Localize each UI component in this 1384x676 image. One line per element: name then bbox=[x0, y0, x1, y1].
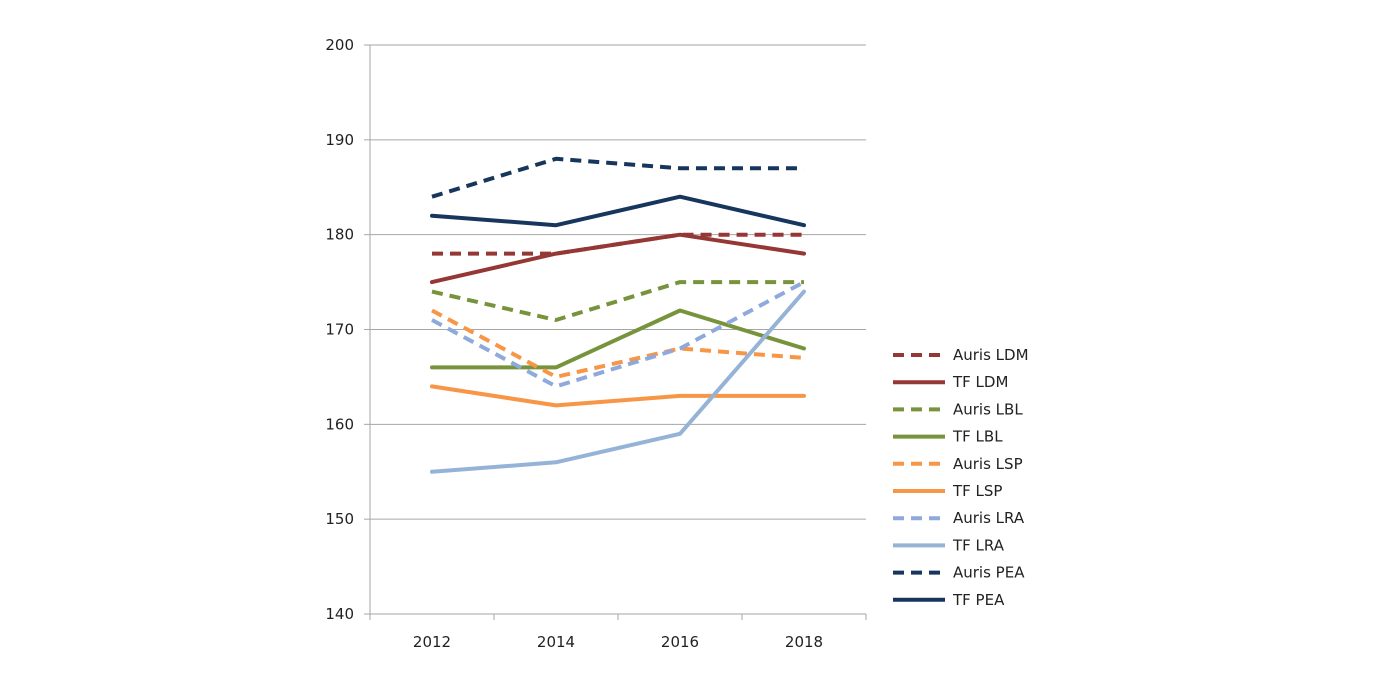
series-line-tf-pea bbox=[430, 194, 806, 228]
series-line-auris-lra bbox=[431, 280, 805, 389]
legend-item: TF LRA bbox=[893, 536, 1005, 554]
legend-label: Auris LBL bbox=[953, 400, 1023, 418]
legend-label: Auris LRA bbox=[953, 509, 1025, 527]
legend-item: Auris PEA bbox=[893, 564, 1025, 582]
y-tick-label: 200 bbox=[325, 36, 354, 54]
y-tick-label: 150 bbox=[325, 510, 354, 528]
series-line-tf-ldm bbox=[430, 232, 806, 285]
series-line-tf-lra bbox=[430, 289, 806, 474]
legend-label: Auris LSP bbox=[953, 455, 1023, 473]
legend-label: TF LSP bbox=[952, 482, 1002, 500]
legend: Auris LDM TF LDM Auris LBL TF LBL Auris LSP T… bbox=[893, 346, 1029, 609]
series-line-auris-lbl bbox=[431, 280, 804, 322]
legend-item: Auris LRA bbox=[893, 509, 1025, 527]
y-axis-tick-labels: 140 150 160 170 180 190 200 bbox=[325, 36, 354, 623]
x-tick-label: 2014 bbox=[537, 633, 575, 651]
series-line-tf-lsp bbox=[430, 384, 806, 408]
legend-item: Auris LSP bbox=[893, 455, 1023, 473]
legend-item: TF LDM bbox=[893, 373, 1008, 391]
legend-label: Auris LDM bbox=[953, 346, 1029, 364]
series-lines bbox=[430, 156, 806, 474]
legend-item: Auris LBL bbox=[893, 400, 1023, 418]
y-tick-label: 180 bbox=[325, 226, 354, 244]
series-line-auris-lsp bbox=[431, 308, 805, 379]
legend-label: TF LDM bbox=[952, 373, 1008, 391]
legend-label: TF LRA bbox=[952, 536, 1005, 554]
legend-item: TF LSP bbox=[893, 482, 1002, 500]
y-tick-label: 170 bbox=[325, 321, 354, 339]
legend-item: Auris LDM bbox=[893, 346, 1029, 364]
y-tick-label: 160 bbox=[325, 415, 354, 433]
legend-label: Auris PEA bbox=[953, 564, 1025, 582]
series-line-auris-pea bbox=[431, 156, 804, 199]
y-tick-label: 190 bbox=[325, 131, 354, 149]
series-line-tf-lbl bbox=[430, 308, 806, 370]
x-tick-label: 2016 bbox=[661, 633, 699, 651]
y-tick-label: 140 bbox=[325, 605, 354, 623]
legend-label: TF LBL bbox=[952, 428, 1003, 446]
x-axis-tick-labels: 2012 2014 2016 2018 bbox=[413, 633, 823, 651]
legend-item: TF PEA bbox=[893, 591, 1005, 609]
legend-item: TF LBL bbox=[893, 428, 1003, 446]
x-tick-label: 2012 bbox=[413, 633, 451, 651]
axes bbox=[364, 44, 867, 620]
legend-label: TF PEA bbox=[952, 591, 1005, 609]
x-tick-label: 2018 bbox=[785, 633, 823, 651]
